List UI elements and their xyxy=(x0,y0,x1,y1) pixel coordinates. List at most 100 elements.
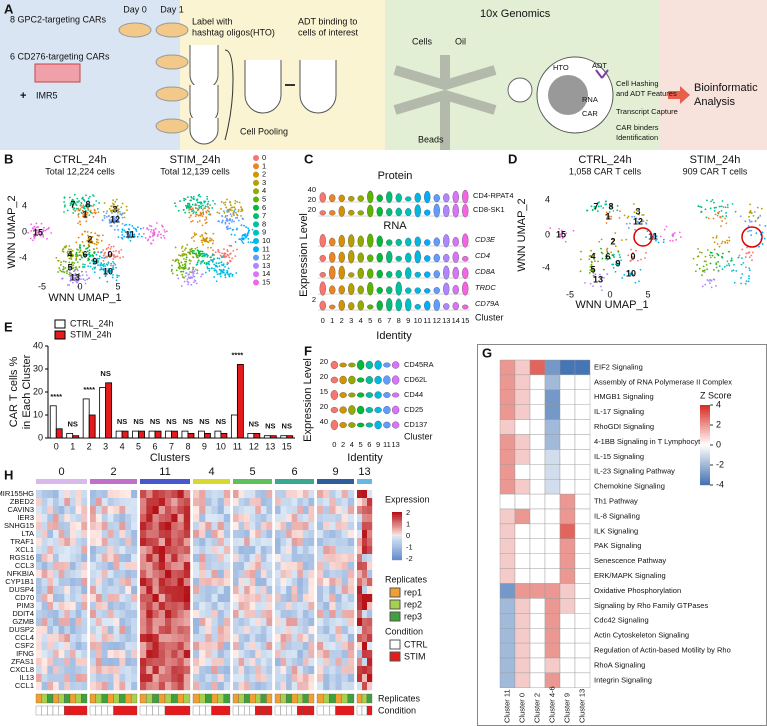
cell-dot xyxy=(187,276,190,279)
violin xyxy=(376,269,383,279)
cell-dot xyxy=(121,231,123,233)
cell-dot xyxy=(58,267,61,269)
cell-dot xyxy=(84,279,86,282)
cell-dot xyxy=(152,233,155,236)
cell-dot xyxy=(593,207,596,210)
heat-texture xyxy=(317,490,324,499)
cell-dot xyxy=(747,280,750,283)
heat-texture xyxy=(140,642,147,651)
cell-dot xyxy=(115,279,118,282)
cell-dot xyxy=(190,220,193,223)
violin xyxy=(356,392,365,398)
heat-texture xyxy=(362,538,368,547)
cell-dot xyxy=(57,259,60,262)
replicate-bar xyxy=(323,693,330,704)
heat-texture xyxy=(131,514,138,523)
heat-texture xyxy=(223,634,231,643)
cell-dot xyxy=(598,201,600,204)
heat-texture xyxy=(233,538,239,547)
bar xyxy=(269,435,277,439)
colorbar-label: -2 xyxy=(716,459,724,469)
heat-texture xyxy=(101,514,108,523)
heat-texture xyxy=(47,594,54,603)
cell-dot xyxy=(81,274,84,277)
heat-texture xyxy=(131,562,138,571)
heat-texture xyxy=(233,682,239,691)
plot-title: CTRL_24h xyxy=(578,154,631,166)
heat-texture xyxy=(177,594,184,603)
heat-texture xyxy=(323,578,330,587)
heat-texture xyxy=(244,674,250,683)
cell-dot xyxy=(30,223,33,226)
heat-texture xyxy=(75,514,82,523)
heat-texture xyxy=(347,546,355,555)
heat-texture xyxy=(90,586,97,595)
heat-texture xyxy=(329,642,336,651)
heat-texture xyxy=(255,506,262,515)
heat-cell xyxy=(574,479,591,495)
row-label: CD62L xyxy=(404,375,427,384)
cell-dot xyxy=(71,249,74,252)
heat-texture xyxy=(244,586,250,595)
violin xyxy=(319,192,326,203)
condition-bar xyxy=(341,705,348,716)
cell-dot xyxy=(107,246,110,249)
heat-texture xyxy=(58,514,65,523)
legend-swatch xyxy=(253,204,259,211)
colorbar-step xyxy=(392,555,402,557)
heat-texture xyxy=(367,498,373,507)
colorbar-step xyxy=(392,532,402,535)
cell-dot xyxy=(108,269,110,272)
cell-dot xyxy=(230,221,233,223)
cell-dot xyxy=(68,273,71,276)
legend-label: 11 xyxy=(262,244,270,253)
gene-label: LTA xyxy=(21,529,34,538)
colorbar-step xyxy=(392,545,402,548)
heat-texture xyxy=(275,546,281,555)
heat-texture xyxy=(64,570,71,579)
heat-texture xyxy=(119,578,126,587)
row-label: Integrin Signaling xyxy=(594,675,652,684)
cell-dot xyxy=(123,229,126,232)
colorbar-label: 0 xyxy=(406,531,410,540)
heat-cell xyxy=(559,568,576,584)
heat-cell xyxy=(544,419,561,435)
cell-dot xyxy=(758,224,761,227)
heat-texture xyxy=(347,610,355,619)
heat-texture xyxy=(367,674,373,683)
cell-dot xyxy=(218,272,221,275)
heat-texture xyxy=(308,578,315,587)
cell-dot xyxy=(69,267,72,270)
condition-bar xyxy=(316,705,324,716)
colorbar-step xyxy=(700,439,710,442)
heat-texture xyxy=(244,594,250,603)
cell-dot xyxy=(104,265,106,267)
bar xyxy=(55,428,63,439)
cell-dot xyxy=(745,266,747,269)
cell-dot xyxy=(710,286,713,289)
heat-texture xyxy=(101,538,108,547)
x-tick-label: 12 xyxy=(249,441,259,451)
heat-texture xyxy=(308,658,315,667)
heat-texture xyxy=(158,578,166,587)
heat-texture xyxy=(255,674,262,683)
heat-texture xyxy=(53,650,59,659)
cell-dot xyxy=(63,201,65,203)
bar xyxy=(220,432,228,439)
cell-dot xyxy=(231,257,234,260)
cell-dot xyxy=(197,252,200,255)
heat-texture xyxy=(75,506,82,515)
heat-texture xyxy=(308,530,315,539)
cell-dot xyxy=(184,247,187,250)
heat-texture xyxy=(291,642,298,651)
row-label: Cluster xyxy=(404,431,433,441)
heat-cell xyxy=(544,642,561,659)
heat-texture xyxy=(211,602,218,611)
cell-dot xyxy=(102,265,105,268)
heat-texture xyxy=(280,642,287,651)
cell-dot xyxy=(603,276,605,279)
heat-texture xyxy=(362,522,368,531)
heat-texture xyxy=(125,546,132,555)
gene-label: RGS16 xyxy=(9,553,34,562)
cell-dot xyxy=(192,235,195,238)
